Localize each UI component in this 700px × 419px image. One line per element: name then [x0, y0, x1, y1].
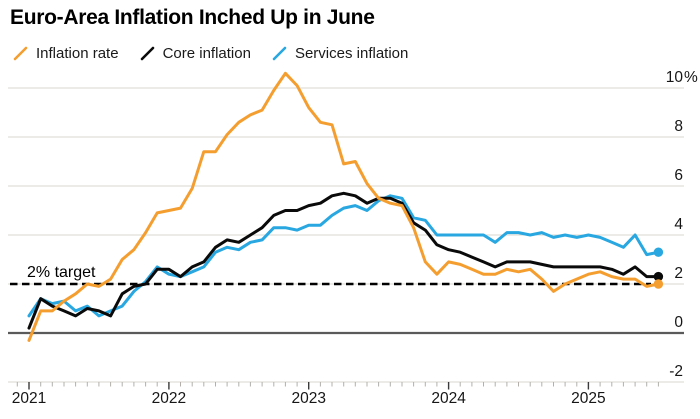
legend-item-inflation-rate: Inflation rate — [13, 45, 119, 62]
legend-label-inflation-rate: Inflation rate — [36, 45, 119, 62]
svg-text:6: 6 — [674, 167, 683, 184]
svg-text:0: 0 — [674, 314, 683, 331]
core-inflation-legend-icon — [140, 46, 154, 61]
inflation-rate-legend-icon — [13, 46, 28, 61]
legend-item-services-inflation: Services inflation — [272, 45, 408, 62]
svg-text:2024: 2024 — [431, 390, 466, 407]
svg-text:10: 10 — [666, 69, 684, 86]
svg-text:2: 2 — [674, 265, 683, 282]
inflation-rate-line — [27, 71, 660, 342]
legend-label-services-inflation: Services inflation — [294, 45, 409, 62]
svg-text:2023: 2023 — [291, 390, 325, 407]
svg-text:2025: 2025 — [571, 390, 605, 407]
services-inflation-end-dot — [653, 247, 664, 257]
services-inflation-legend-icon — [272, 46, 287, 61]
x-axis: 2021 2022 2023 2024 2025 — [12, 382, 659, 407]
legend-label-core-inflation: Core inflation — [162, 45, 251, 62]
svg-text:%: % — [684, 69, 698, 86]
services-inflation-line — [27, 194, 660, 318]
inflation-rate-end-dot — [653, 279, 664, 289]
core-inflation-line — [27, 191, 660, 330]
svg-text:-2: -2 — [669, 363, 683, 380]
target-label: 2% target — [27, 264, 96, 281]
legend-item-core-inflation: Core inflation — [140, 45, 251, 62]
chart-title: Euro-Area Inflation Inched Up in June — [10, 6, 375, 29]
legend: Inflation rate Core inflation Services i… — [13, 45, 408, 62]
target-line: 2% target — [10, 264, 651, 286]
y-gridlines: 10 % 8 6 4 2 0 -2 — [8, 69, 698, 383]
svg-text:4: 4 — [674, 216, 683, 233]
svg-text:2021: 2021 — [12, 390, 46, 407]
svg-text:8: 8 — [674, 118, 683, 135]
core-inflation-end-dot — [653, 271, 664, 282]
svg-text:2022: 2022 — [152, 390, 186, 407]
